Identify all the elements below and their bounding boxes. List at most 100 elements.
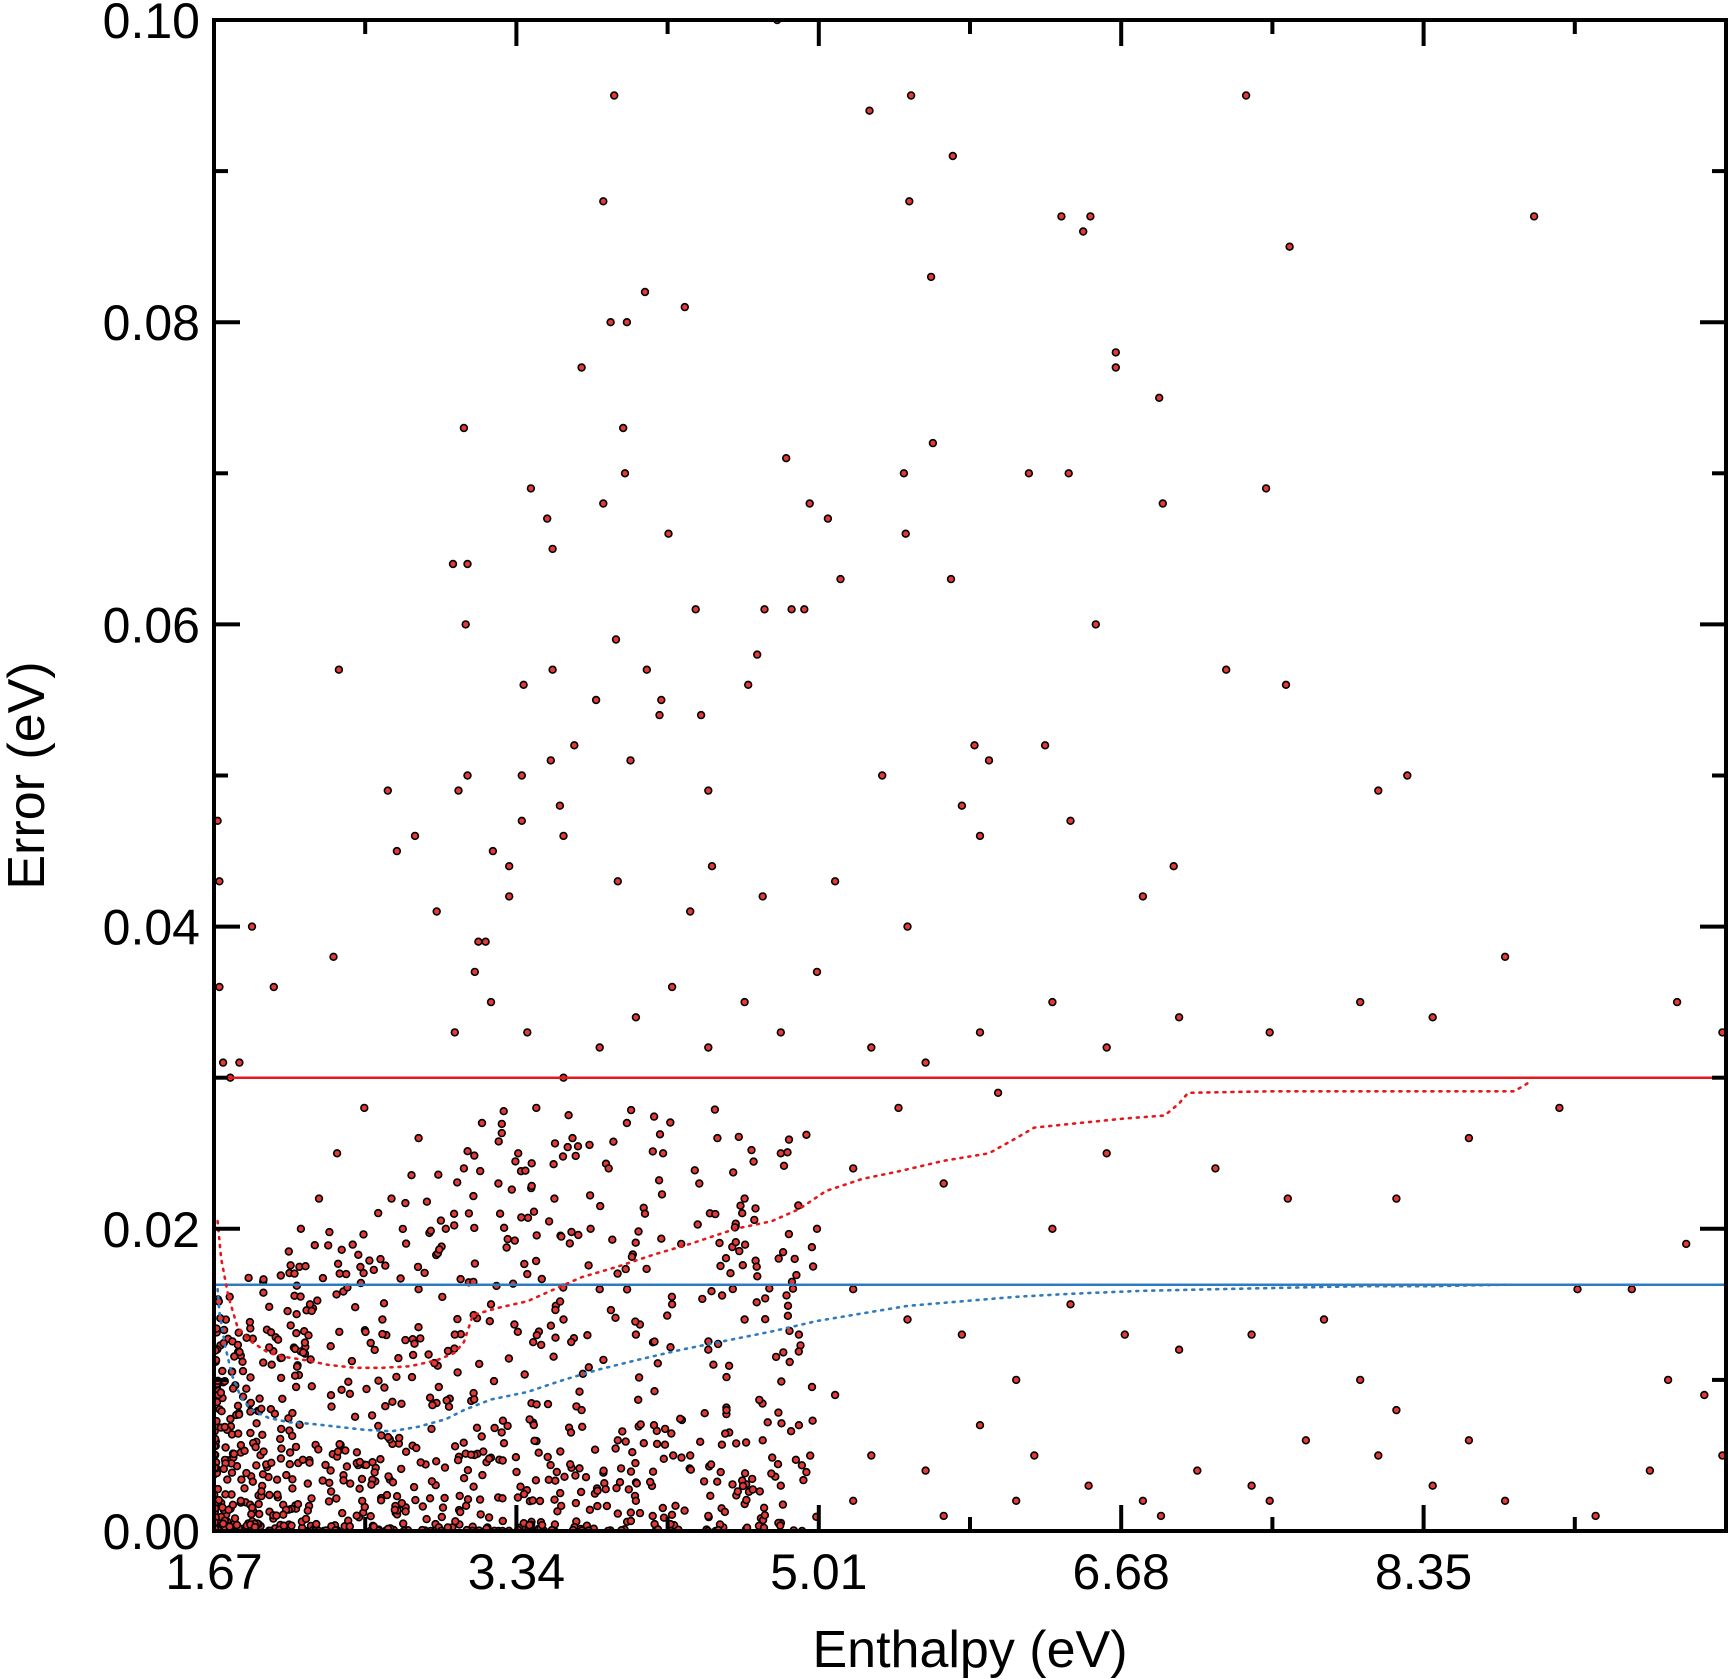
scatter-point — [1285, 242, 1294, 251]
scatter-point — [848, 1284, 858, 1294]
scatter-point — [758, 892, 767, 901]
scatter-point — [532, 1400, 541, 1409]
scatter-point — [611, 635, 621, 644]
scatter-point — [345, 1389, 355, 1399]
scatter-point — [555, 1297, 565, 1306]
y-tick-label: 0.00 — [103, 1504, 200, 1560]
scatter-point — [422, 1514, 431, 1524]
scatter-point — [339, 1476, 348, 1485]
scatter-point — [384, 1472, 393, 1481]
scatter-point — [217, 1406, 226, 1416]
scatter-point — [774, 1408, 783, 1417]
scatter-point — [1111, 363, 1121, 372]
scatter-point — [649, 1112, 659, 1121]
scatter-point — [765, 1284, 774, 1293]
scatter-point — [622, 1118, 632, 1128]
scatter-point — [1283, 1194, 1293, 1203]
scatter-point — [532, 1103, 541, 1113]
scatter-point — [581, 1472, 591, 1482]
scatter-point — [675, 1414, 685, 1424]
y-tick-label: 0.06 — [103, 597, 200, 653]
scatter-point — [251, 1442, 260, 1452]
scatter-point — [424, 1350, 433, 1359]
scatter-point — [559, 1315, 568, 1324]
scatter-point — [642, 1264, 651, 1274]
scatter-point — [668, 1451, 678, 1460]
scatter-point — [499, 1106, 508, 1116]
scatter-point — [532, 1330, 541, 1340]
scatter-point — [1048, 1224, 1057, 1234]
scatter-point — [720, 1507, 730, 1517]
scatter-point — [235, 1347, 244, 1357]
scatter-point — [219, 1464, 229, 1474]
scatter-point — [459, 423, 469, 433]
scatter-point — [558, 1152, 568, 1161]
scatter-point — [777, 1419, 786, 1428]
scatter-point — [794, 1330, 804, 1339]
scatter-point — [1428, 1013, 1437, 1022]
scatter-point — [516, 1482, 525, 1491]
scatter-point — [1158, 499, 1168, 508]
scatter-point — [276, 1454, 286, 1463]
scatter-point — [788, 1284, 798, 1293]
scatter-point — [659, 1454, 668, 1464]
scatter-point — [800, 605, 809, 614]
scatter-point — [381, 1261, 390, 1270]
scatter-point — [653, 1359, 662, 1368]
scatter-point — [628, 1447, 637, 1457]
scatter-point — [622, 318, 632, 327]
scatter-point — [420, 1268, 429, 1278]
scatter-point — [546, 1321, 556, 1330]
scatter-point — [1392, 1405, 1401, 1415]
scatter-point — [707, 1286, 716, 1296]
scatter-point — [362, 1384, 371, 1394]
scatter-point — [785, 1357, 794, 1367]
scatter-point — [536, 1340, 546, 1350]
scatter-point — [422, 1197, 432, 1206]
scatter-point — [221, 1490, 230, 1499]
scatter-point — [621, 1264, 630, 1274]
scatter-point — [510, 1320, 519, 1329]
scatter-point — [602, 1501, 612, 1511]
scatter-point — [392, 1491, 402, 1501]
scatter-point — [698, 1294, 707, 1304]
scatter-point — [642, 665, 651, 674]
scatter-point — [753, 1272, 762, 1281]
scatter-point — [531, 1256, 541, 1266]
scatter-point — [571, 1471, 580, 1480]
scatter-point — [218, 1503, 227, 1512]
scatter-point — [1138, 1496, 1148, 1506]
scatter-point — [513, 1327, 522, 1337]
scatter-point — [352, 1448, 362, 1457]
scatter-point — [252, 1461, 261, 1470]
scatter-point — [680, 302, 689, 312]
scatter-point — [435, 1245, 444, 1254]
scatter-point — [948, 151, 957, 161]
scatter-point — [970, 741, 979, 750]
x-tick-label: 3.34 — [468, 1544, 565, 1600]
scatter-point — [677, 1453, 686, 1462]
scatter-point — [1102, 1043, 1111, 1052]
scatter-point — [476, 1510, 485, 1519]
scatter-point — [236, 1440, 246, 1450]
scatter-point — [595, 1201, 605, 1211]
scatter-point — [432, 907, 441, 916]
scatter-point — [566, 1428, 576, 1437]
scatter-point — [792, 1270, 801, 1280]
scatter-point — [550, 1495, 559, 1504]
scatter-point — [285, 1448, 295, 1457]
scatter-point — [699, 1477, 709, 1486]
scatter-point — [650, 1337, 659, 1346]
scatter-point — [1261, 484, 1271, 493]
scatter-point — [219, 1519, 228, 1528]
scatter-point — [511, 1452, 521, 1462]
scatter-point — [1355, 1375, 1365, 1385]
scatter-point — [376, 1454, 385, 1464]
scatter-point — [648, 1147, 657, 1156]
scatter-point — [634, 1373, 644, 1382]
scatter-point — [355, 1484, 364, 1493]
scatter-point — [367, 1411, 377, 1420]
scatter-point — [649, 1420, 659, 1430]
scatter-point — [399, 1519, 408, 1528]
scatter-point — [585, 1140, 594, 1150]
